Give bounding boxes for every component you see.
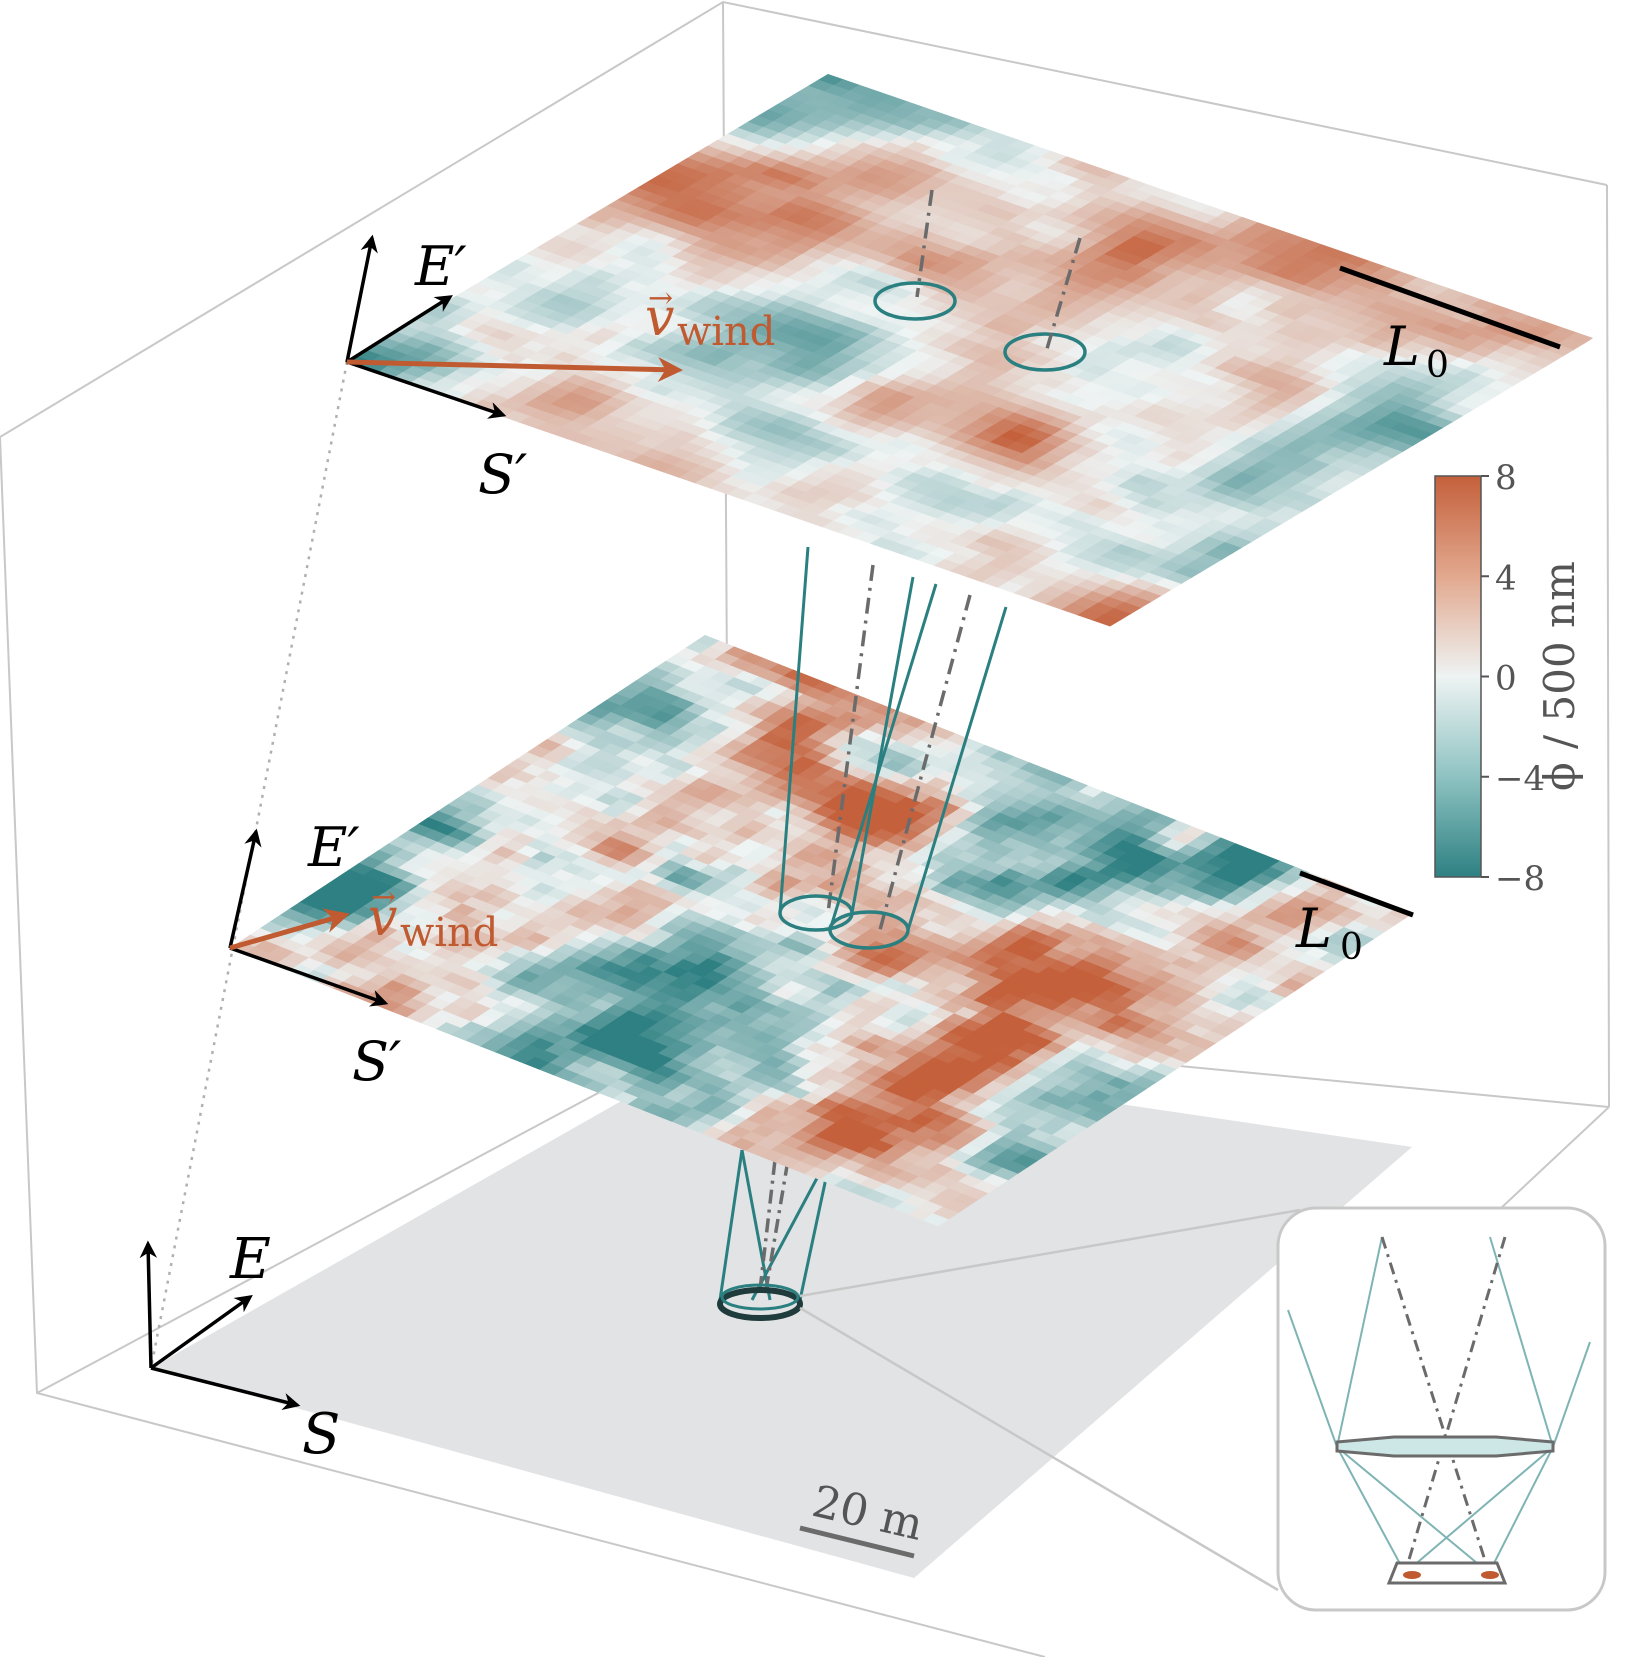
L0-label-top: L [1383,315,1420,378]
ground-E-label: E [229,1227,271,1292]
colorbar-tick-label: 0 [1495,659,1517,699]
middle-beam-footprints [778,894,910,950]
colorbar-tick-label: −8 [1495,859,1545,899]
svg-text:wind: wind [400,910,498,956]
lower-beam-axis [758,1159,790,1291]
upper-beam [778,546,1008,931]
colorbar-tick-label: −4 [1495,759,1545,799]
inset-spot-left [1403,1571,1421,1579]
wind-vector-arrow-top: → [648,281,673,316]
inset-zoom-lines [799,1208,1301,1592]
inset-chief-rays [1380,1236,1507,1574]
middle-axes [228,828,389,1007]
top-beam-footprints [873,189,1087,372]
top-E-label: E′ [414,235,467,298]
svg-text:wind: wind [677,309,775,355]
L0-outer-scale-top: L 0 [1339,265,1561,386]
top-S-label: S′ [478,443,527,506]
middle-E-label: E′ [307,816,360,879]
top-phase-screen [345,74,1593,627]
top-wind-arrow [346,357,683,383]
colorbar-tick-label: 4 [1495,558,1517,598]
colorbar: 8 4 0 −4 −8 ϕ / 500 nm [1434,458,1584,899]
L0-subscript-top: 0 [1426,345,1449,386]
ground-plane [151,1045,1412,1578]
middle-phase-screen [230,635,1413,1227]
upper-beam-axis [826,564,972,931]
colorbar-tick-label: 8 [1495,458,1517,498]
middle-S-label: S′ [352,1030,401,1093]
telescope-aperture[interactable] [717,1283,803,1321]
colorbar-ticks: 8 4 0 −4 −8 [1481,458,1545,899]
top-wind-label: v → wind [645,281,775,355]
ground-axes [139,1240,301,1411]
middle-wind-label: v → wind [368,880,498,956]
middle-wind-arrow [229,908,350,951]
L0-outer-scale-mid: L 0 [1295,870,1414,968]
top-axes [345,234,507,419]
optics-inset [1276,1206,1607,1612]
inset-lens [1335,1435,1555,1458]
colorbar-label: ϕ / 500 nm [1535,561,1584,791]
inset-spot-right [1481,1571,1499,1579]
ground-S-label: S [302,1402,340,1467]
L0-subscript-mid: 0 [1340,927,1363,968]
wind-vector-arrow-mid: → [371,880,396,915]
L0-label-mid: L [1295,897,1332,960]
inset-focal-plane [1386,1561,1508,1585]
inset-rays [1287,1236,1591,1574]
